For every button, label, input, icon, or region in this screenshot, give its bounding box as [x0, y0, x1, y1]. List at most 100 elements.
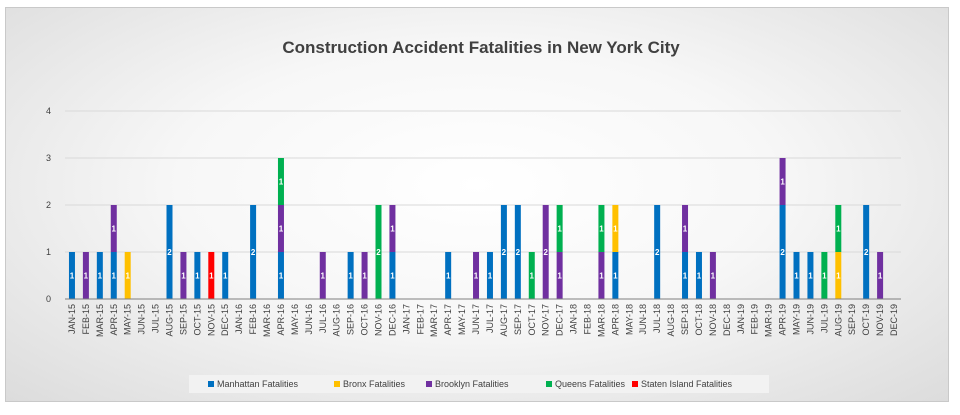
data-label: 1: [209, 272, 214, 281]
data-label: 1: [836, 272, 841, 281]
data-label: 1: [613, 272, 618, 281]
x-tick-label: FEB-17: [415, 304, 425, 335]
bar-segment: [194, 252, 201, 299]
bar-segment: [779, 158, 786, 205]
data-label: 1: [878, 272, 883, 281]
chart-title: Construction Accident Fatalities in New …: [282, 38, 680, 57]
bar-segment: [347, 252, 354, 299]
data-label: 2: [502, 248, 507, 257]
x-tick-label: APR-19: [778, 304, 788, 336]
bar-segment: [556, 252, 563, 299]
x-tick-label: SEP-15: [178, 304, 188, 335]
x-tick-label: OCT-18: [694, 304, 704, 336]
bar-segment: [375, 205, 382, 299]
bar-segment: [612, 252, 619, 299]
x-tick-label: OCT-16: [360, 304, 370, 336]
y-tick-label: 2: [46, 200, 51, 210]
bar-segment: [528, 252, 535, 299]
data-label: 2: [864, 248, 869, 257]
x-tick-label: JUN-17: [471, 304, 481, 335]
data-label: 1: [780, 178, 785, 187]
bar-segment: [682, 252, 689, 299]
data-label: 1: [362, 272, 367, 281]
x-tick-label: OCT-17: [527, 304, 537, 336]
x-tick-label: MAR-15: [95, 304, 105, 337]
data-label: 1: [112, 225, 117, 234]
data-label: 1: [195, 272, 200, 281]
bar-segment: [445, 252, 452, 299]
legend-swatch: [334, 381, 340, 387]
legend-label: Queens Fatalities: [555, 379, 626, 389]
bar-segment: [277, 252, 284, 299]
x-tick-label: OCT-15: [192, 304, 202, 336]
data-label: 2: [780, 248, 785, 257]
data-label: 1: [98, 272, 103, 281]
x-tick-label: MAR-19: [764, 304, 774, 337]
x-tick-label: JUL-18: [652, 304, 662, 333]
bar-segment: [835, 252, 842, 299]
bar-segment: [877, 252, 884, 299]
x-tick-label: DEC-18: [722, 304, 732, 336]
data-label: 2: [516, 248, 521, 257]
x-tick-label: DEC-19: [889, 304, 899, 336]
data-label: 1: [530, 272, 535, 281]
x-tick-label: JAN-16: [234, 304, 244, 334]
y-tick-label: 1: [46, 247, 51, 257]
bar-segment: [110, 252, 117, 299]
data-label: 1: [390, 225, 395, 234]
x-tick-label: NOV-17: [541, 304, 551, 336]
data-label: 1: [446, 272, 451, 281]
data-label: 1: [112, 272, 117, 281]
data-label: 1: [70, 272, 75, 281]
legend-label: Brooklyn Fatalities: [435, 379, 509, 389]
data-label: 1: [474, 272, 479, 281]
data-label: 1: [683, 225, 688, 234]
bar-segment: [514, 205, 521, 299]
bar-segment: [319, 252, 326, 299]
x-tick-label: OCT-19: [861, 304, 871, 336]
chart-svg: Construction Accident Fatalities in New …: [46, 38, 901, 393]
x-tick-label: SEP-19: [847, 304, 857, 335]
bar-segment: [389, 252, 396, 299]
data-label: 1: [836, 225, 841, 234]
y-tick-label: 3: [46, 153, 51, 163]
x-tick-label: NOV-19: [875, 304, 885, 336]
bar-segment: [110, 205, 117, 252]
x-tick-label: JUN-19: [805, 304, 815, 335]
bar-segment: [695, 252, 702, 299]
x-tick-label: DEC-16: [387, 304, 397, 336]
data-label: 2: [655, 248, 660, 257]
legend-label: Staten Island Fatalities: [641, 379, 733, 389]
bar-segment: [835, 205, 842, 252]
bar-segment: [250, 205, 257, 299]
bar-segment: [208, 252, 215, 299]
data-label: 1: [348, 272, 353, 281]
bar-segment: [863, 205, 870, 299]
x-tick-label: SEP-18: [680, 304, 690, 335]
y-axis-ticks: 0 1 2 3 4: [46, 106, 51, 304]
data-label: 1: [321, 272, 326, 281]
data-label: 1: [613, 225, 618, 234]
bar-segment: [277, 158, 284, 205]
x-tick-label: APR-15: [109, 304, 119, 336]
data-label: 1: [599, 272, 604, 281]
legend-label: Bronx Fatalities: [343, 379, 406, 389]
x-tick-label: AUG-15: [165, 304, 175, 337]
x-tick-label: MAR-18: [596, 304, 606, 337]
x-tick-label: JAN-15: [67, 304, 77, 334]
data-label: 2: [543, 248, 548, 257]
x-tick-label: MAR-16: [262, 304, 272, 337]
x-tick-label: APR-18: [610, 304, 620, 336]
data-label: 1: [599, 225, 604, 234]
gridlines: [65, 110, 901, 253]
chart-area: Construction Accident Fatalities in New …: [5, 7, 949, 402]
bar-segment: [222, 252, 229, 299]
x-tick-label: NOV-15: [206, 304, 216, 336]
x-tick-label: FEB-18: [583, 304, 593, 335]
bar-segment: [598, 205, 605, 252]
data-label: 1: [697, 272, 702, 281]
x-tick-label: SEP-17: [513, 304, 523, 335]
x-tick-label: AUG-17: [499, 304, 509, 337]
legend-swatch: [546, 381, 552, 387]
x-tick-label: JUL-17: [485, 304, 495, 333]
